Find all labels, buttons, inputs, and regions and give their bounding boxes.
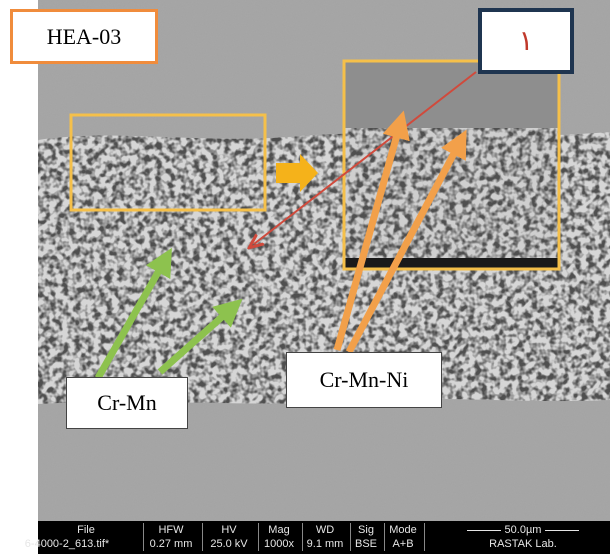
lab-name: RASTAK Lab.	[489, 538, 557, 550]
cr-mn-ni-arrow-2	[345, 129, 467, 354]
info-scale: 50.0µm RASTAK Lab.	[448, 523, 598, 551]
info-wd-value: 9.1 mm	[306, 538, 344, 550]
info-mag: Mag 1000x	[260, 523, 298, 551]
info-mode-head: Mode	[389, 524, 417, 536]
info-hfw-value: 0.27 mm	[149, 538, 193, 550]
zoom-inset-frame	[342, 59, 561, 271]
cr-mn-arrow-1	[94, 247, 172, 380]
cr-mn-ni-arrow-1	[333, 110, 410, 351]
info-mode-value: A+B	[392, 538, 414, 550]
sem-info-bar: File 6-4000-2_613.tif* HFW 0.27 mm HV 25…	[25, 521, 610, 554]
info-mag-head: Mag	[268, 524, 290, 536]
cr-mn-label: Cr-Mn	[66, 377, 188, 429]
marker-label: ١	[478, 8, 574, 74]
pointer-line	[254, 71, 477, 244]
cr-mn-ni-label: Cr-Mn-Ni	[286, 352, 442, 408]
info-sig-head: Sig	[358, 524, 374, 536]
info-sig-value: BSE	[354, 538, 377, 550]
info-file-value: 6-4000-2_613.tif*	[24, 538, 110, 550]
info-file: File 6-4000-2_613.tif*	[25, 523, 134, 551]
info-hfw-head: HFW	[158, 524, 184, 536]
highlight-region	[69, 113, 267, 212]
cr-mn-arrow-2	[157, 298, 243, 375]
sample-label: HEA-03	[10, 9, 158, 64]
scale-value: 50.0µm	[504, 524, 542, 536]
info-wd-head: WD	[315, 524, 335, 536]
info-wd: WD 9.1 mm	[304, 523, 346, 551]
info-file-head: File	[77, 524, 95, 536]
info-hv-value: 25.0 kV	[210, 538, 248, 550]
info-mag-value: 1000x	[264, 538, 294, 550]
info-hfw: HFW 0.27 mm	[146, 523, 196, 551]
info-sig: Sig BSE	[352, 523, 380, 551]
scale-bar: 50.0µm	[448, 523, 598, 537]
zoom-arrow-icon	[276, 154, 318, 192]
info-hv: HV 25.0 kV	[204, 523, 254, 551]
info-hv-head: HV	[221, 524, 237, 536]
info-mode: Mode A+B	[386, 523, 420, 551]
